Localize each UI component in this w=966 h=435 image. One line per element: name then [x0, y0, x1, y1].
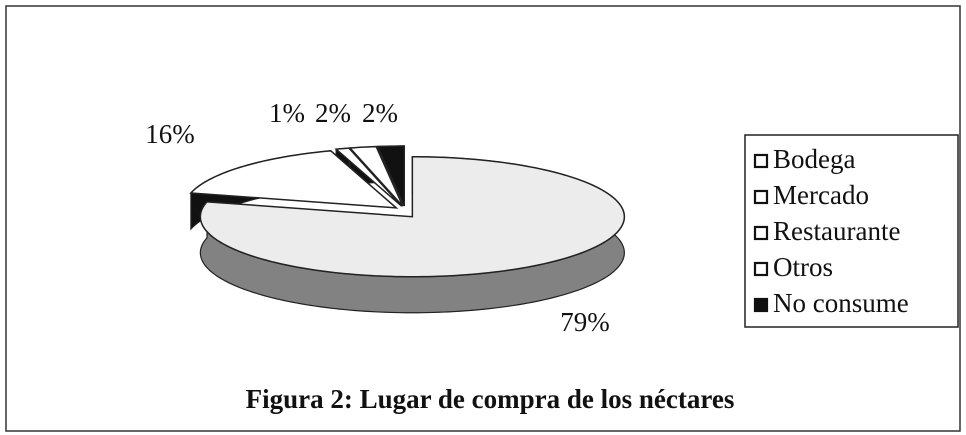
slice: [348, 145, 404, 207]
slice: [376, 145, 405, 207]
data-label: 79%: [560, 307, 610, 337]
legend-label: Otros: [773, 252, 833, 282]
legend-swatch: [753, 189, 769, 205]
legend-label: No consume: [773, 288, 909, 318]
data-label: 2%: [315, 98, 351, 128]
data-label: 1%: [269, 98, 305, 128]
chart-title: Figura 2: Lugar de compra de los néctare…: [246, 384, 735, 414]
slice: [334, 147, 403, 207]
legend-swatch: [753, 297, 769, 313]
slice: [199, 155, 626, 278]
legend-label: Mercado: [773, 180, 869, 210]
data-label: 16%: [145, 119, 195, 149]
legend-swatch: [753, 261, 769, 277]
legend-swatch: [753, 225, 769, 241]
slice: [189, 150, 399, 209]
data-label: 2%: [362, 98, 398, 128]
legend-box: [744, 134, 959, 328]
legend-label: Bodega: [773, 144, 855, 174]
legend-label: Restaurante: [773, 216, 900, 246]
legend-swatch: [753, 153, 769, 169]
